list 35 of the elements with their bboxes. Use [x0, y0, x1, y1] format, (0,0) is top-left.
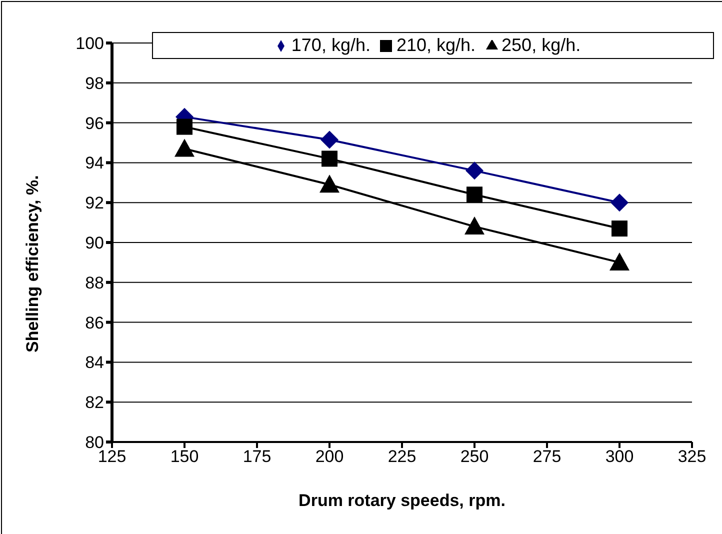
point [320, 130, 338, 149]
y-tick-label: 100 [76, 34, 104, 54]
y-tick-label: 82 [85, 393, 104, 412]
y-tick-label: 88 [85, 273, 104, 292]
x-tick-label: 200 [315, 447, 344, 466]
point [610, 194, 628, 212]
x-tick-label: 250 [460, 447, 489, 466]
point [466, 162, 484, 180]
legend-label: 210, kg/h. [396, 35, 476, 55]
x-tick-label: 275 [532, 447, 562, 466]
point [466, 186, 482, 203]
x-tick-label: 300 [605, 447, 634, 466]
x-tick-label: 225 [388, 447, 416, 466]
point [322, 150, 338, 167]
y-tick-label: 98 [85, 74, 104, 93]
x-tick-label: 125 [98, 447, 126, 466]
x-tick-label: 150 [170, 447, 199, 466]
y-tick-label: 96 [85, 114, 104, 133]
x-tick-label: 175 [242, 447, 272, 466]
legend-label: 250, kg/h. [502, 35, 581, 55]
point [320, 174, 340, 193]
y-tick-label: 86 [85, 313, 104, 332]
point [174, 138, 194, 157]
x-tick-label: 325 [678, 447, 706, 466]
y-tick-label: 94 [85, 154, 104, 173]
y-tick-label: 92 [85, 194, 104, 213]
point [612, 220, 628, 237]
x-axis-title: Drum rotary speeds, rpm. [298, 491, 506, 510]
legend-label: 170, kg/h. [291, 35, 370, 55]
y-axis-title: Shelling efficiency, %. [23, 175, 42, 352]
point [610, 252, 630, 270]
point [464, 216, 484, 235]
y-tick-label: 90 [85, 234, 104, 253]
y-tick-label: 84 [85, 353, 104, 372]
point [176, 118, 192, 135]
